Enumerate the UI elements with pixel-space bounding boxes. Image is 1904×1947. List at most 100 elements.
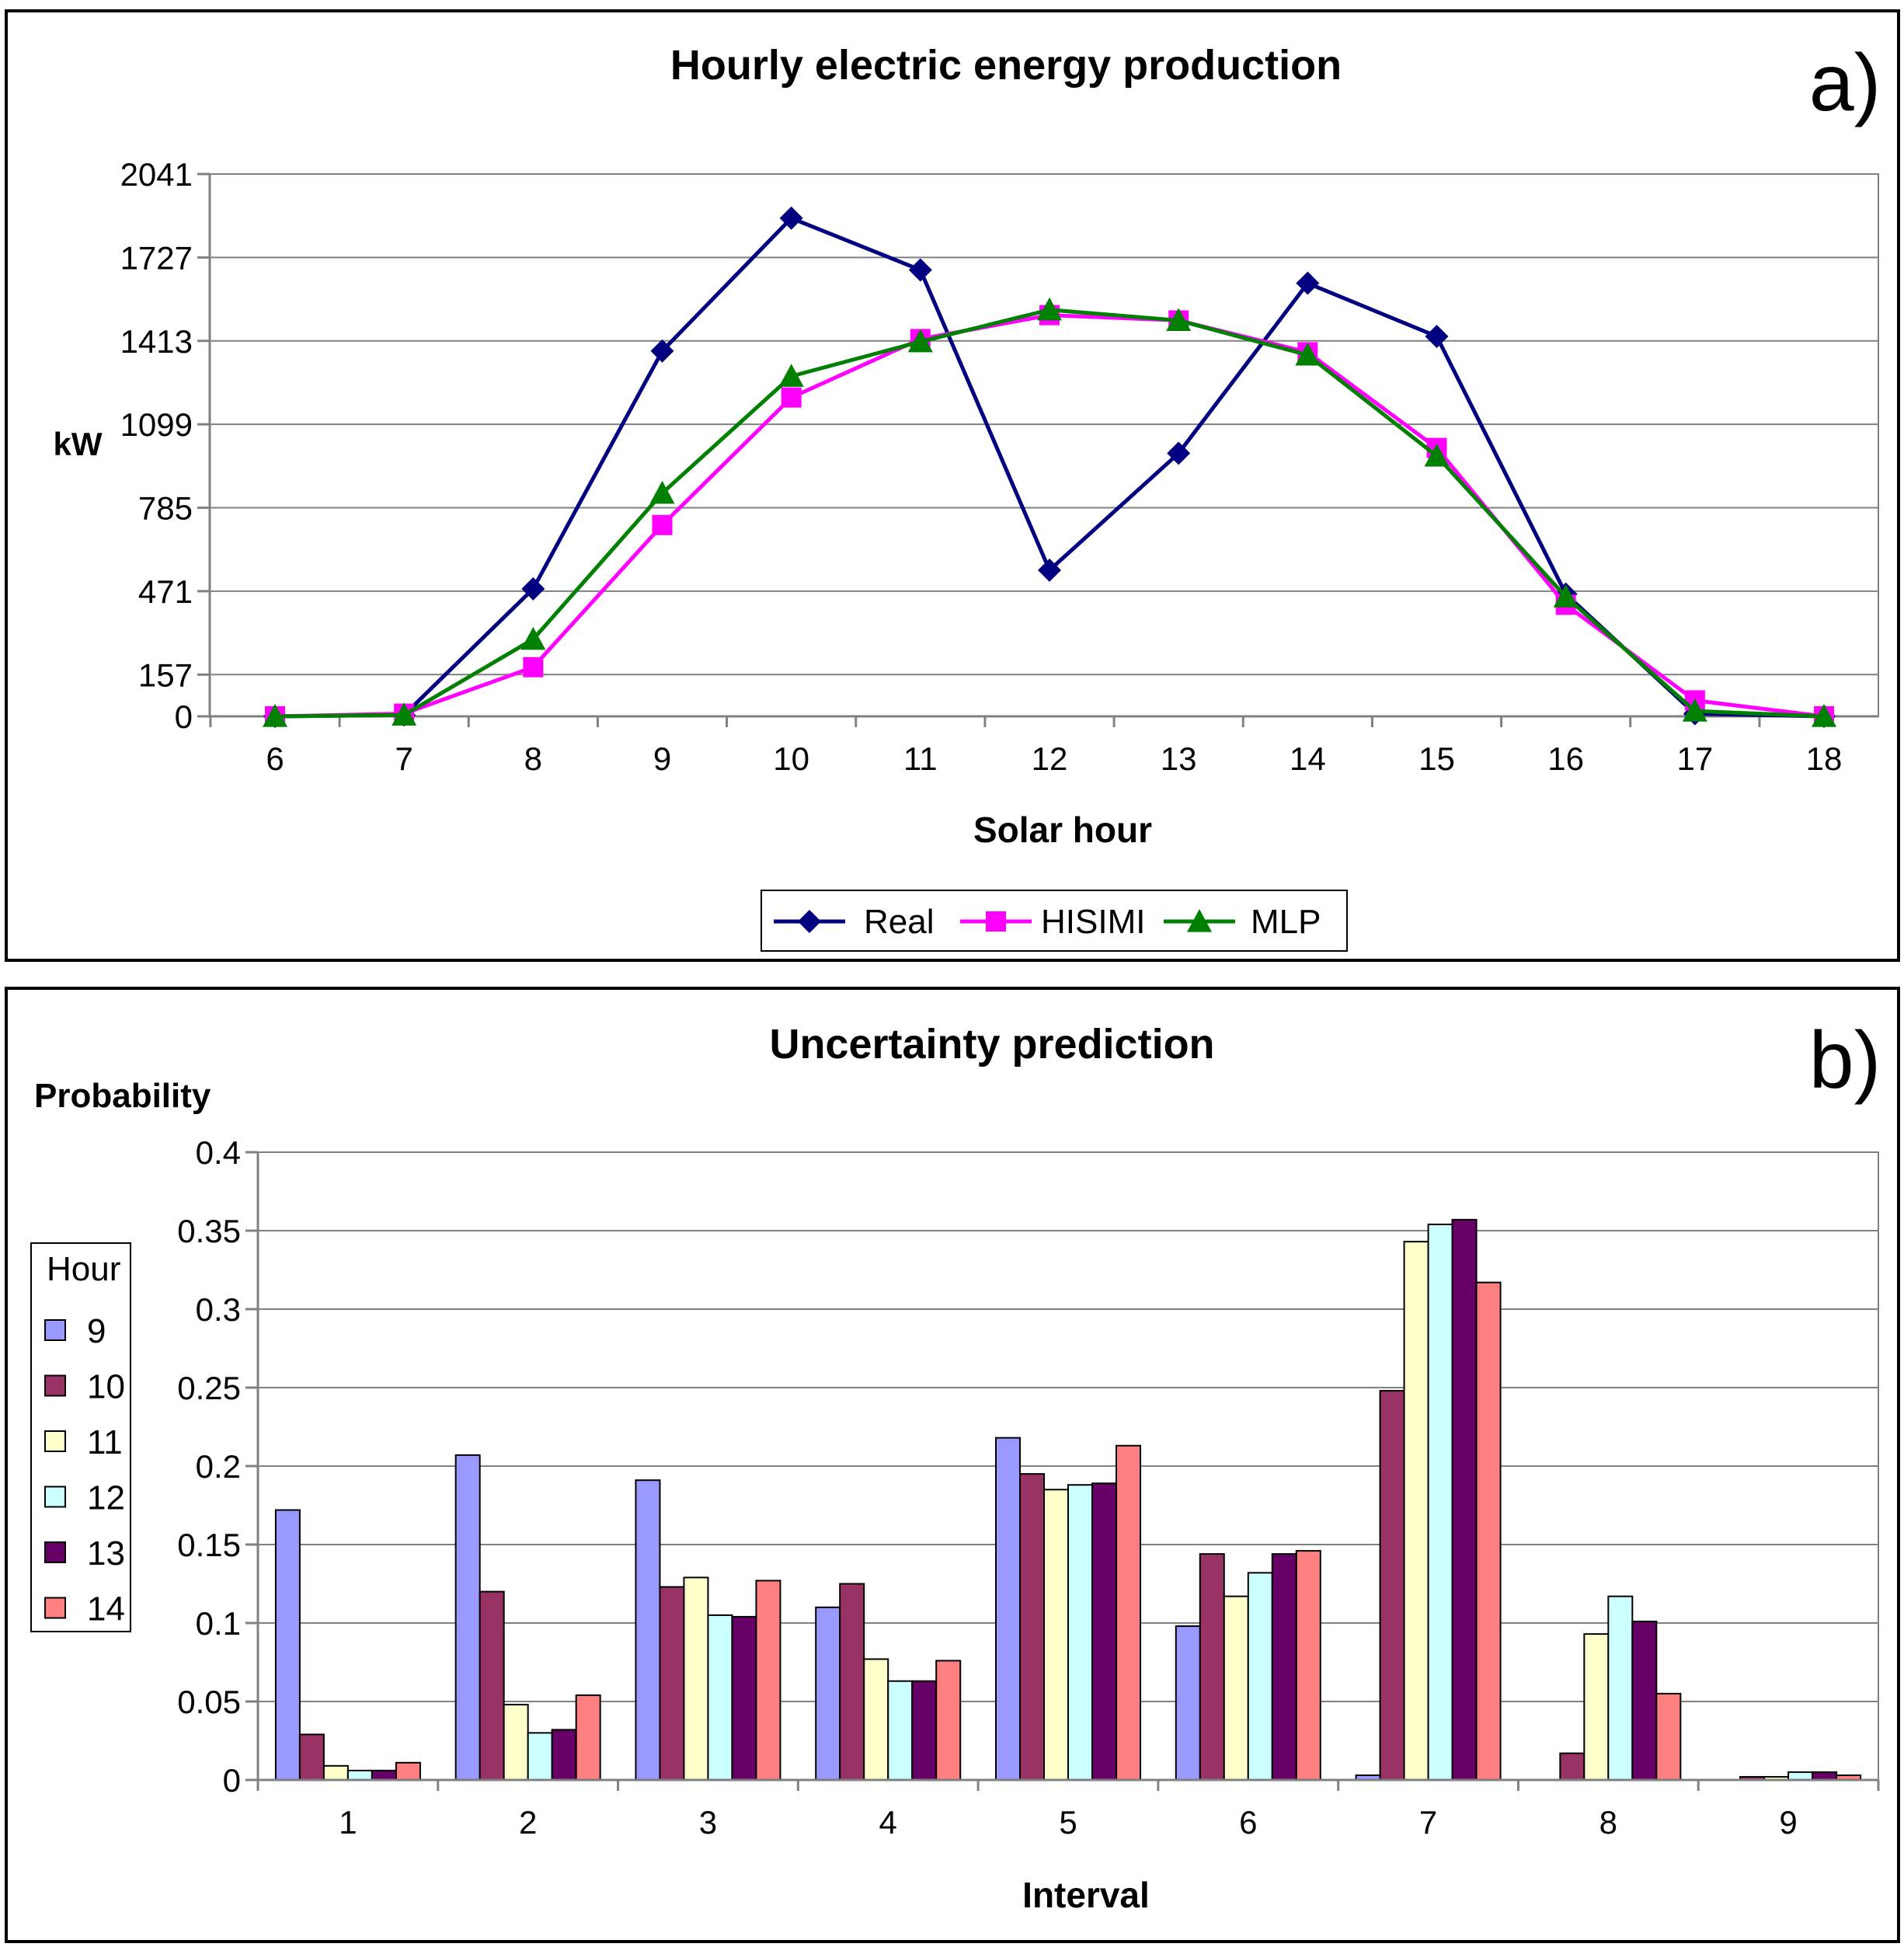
series-hisimi-point-10 [781, 387, 802, 408]
chart-b-axes [256, 1152, 1878, 1782]
y-tick-a-label-471: 471 [138, 573, 193, 610]
legend-b-swatch-11 [44, 1430, 66, 1452]
y-tick-a-label-2041: 2041 [120, 156, 193, 193]
bar-interval-3-hour-13 [731, 1615, 757, 1781]
chart-b-ylabel: Probability [34, 1077, 211, 1115]
legend-b-label-13: 13 [87, 1534, 125, 1573]
chart-b-legend: Hour 9 10 11 12 13 14 [30, 1242, 131, 1632]
chart-b-title: Uncertainty prediction [769, 1021, 1214, 1068]
chart-a-title: Hourly electric energy production [670, 42, 1342, 89]
series-real-point-8 [521, 576, 545, 601]
bar-interval-4-hour-12 [887, 1680, 914, 1781]
series-mlp-point-14 [1295, 342, 1321, 366]
bar-interval-4-hour-9 [815, 1606, 841, 1782]
panel-a-label: a) [1809, 38, 1881, 128]
series-real-point-12 [1038, 558, 1061, 582]
y-tick-b-label-0.4: 0.4 [196, 1134, 241, 1171]
bar-interval-4-hour-11 [863, 1658, 889, 1781]
series-mlp-point-11 [907, 329, 933, 353]
series-mlp-point-8 [520, 626, 546, 650]
series-mlp-point-7 [392, 702, 417, 726]
bar-interval-1-hour-13 [371, 1769, 397, 1781]
bar-interval-6-hour-13 [1271, 1553, 1297, 1781]
legend-a-items: Real HISIMI MLP [774, 903, 1321, 941]
bar-interval-5-hour-12 [1067, 1484, 1093, 1781]
chart-b-bars [274, 1218, 1862, 1782]
x-tick-b-label-7: 7 [1419, 1804, 1437, 1841]
bar-interval-6-hour-9 [1175, 1625, 1201, 1782]
x-tick-b-label-9: 9 [1779, 1804, 1797, 1841]
bar-interval-3-hour-9 [635, 1479, 661, 1782]
bar-interval-1-hour-10 [298, 1733, 325, 1781]
legend-a-marker-real [798, 910, 821, 933]
x-tick-a-label-8: 8 [524, 740, 542, 777]
series-real-point-15 [1425, 324, 1449, 348]
y-tick-b-label-0.15: 0.15 [177, 1527, 241, 1563]
x-tick-a-label-12: 12 [1032, 740, 1068, 777]
series-mlp-point-18 [1812, 704, 1836, 727]
series-mlp-point-16 [1553, 584, 1579, 608]
chart-a-series [263, 206, 1836, 728]
bar-interval-3-hour-14 [755, 1580, 781, 1781]
chart-a-axes [208, 174, 1878, 718]
bar-interval-2-hour-12 [527, 1732, 553, 1781]
series-real-point-10 [779, 206, 803, 230]
x-tick-b-label-4: 4 [879, 1804, 897, 1841]
series-mlp-point-10 [778, 364, 804, 387]
x-tick-a-label-14: 14 [1290, 740, 1326, 777]
bar-interval-3-hour-11 [683, 1576, 709, 1782]
legend-a-marker-mlp [1187, 909, 1212, 932]
bar-interval-5-hour-11 [1043, 1489, 1069, 1782]
y-tick-a-label-157: 157 [138, 657, 193, 693]
chart-b-y-ticks: 0 0.05 0.1 0.15 0.2 0.25 0.3 0.35 0.4 [177, 1134, 258, 1799]
bar-interval-8-hour-13 [1631, 1620, 1658, 1781]
legend-b-title: Hour [47, 1250, 120, 1288]
x-tick-a-label-7: 7 [395, 740, 412, 777]
bar-interval-2-hour-10 [479, 1590, 505, 1782]
x-tick-a-label-11: 11 [903, 740, 938, 777]
legend-b-label-9: 9 [87, 1312, 106, 1350]
bar-interval-6-hour-12 [1247, 1572, 1273, 1781]
x-tick-b-label-8: 8 [1599, 1804, 1617, 1841]
bar-interval-7-hour-10 [1379, 1390, 1405, 1782]
bar-interval-5-hour-9 [995, 1437, 1021, 1781]
legend-a-marker-hisimi [986, 911, 1006, 932]
legend-b-label-14: 14 [87, 1590, 125, 1628]
y-tick-b-label-0.35: 0.35 [177, 1213, 241, 1249]
series-real-point-13 [1167, 441, 1191, 465]
chart-a-ylabel: kW [54, 426, 103, 462]
y-tick-a-label-785: 785 [138, 490, 193, 527]
bar-interval-6-hour-11 [1223, 1595, 1249, 1781]
bar-interval-5-hour-10 [1019, 1473, 1045, 1781]
bar-interval-6-hour-14 [1295, 1550, 1321, 1781]
legend-b-label-10: 10 [87, 1368, 125, 1406]
chart-a-legend: Real HISIMI MLP [761, 890, 1348, 952]
chart-a-xlabel: Solar hour [973, 810, 1152, 850]
x-tick-a-label-6: 6 [266, 740, 284, 777]
chart-a-y-ticks: 0 157 471 785 1099 1413 1727 2041 [120, 156, 210, 735]
y-tick-b-label-0.1: 0.1 [196, 1605, 241, 1642]
bar-interval-4-hour-14 [935, 1660, 962, 1781]
chart-a-plot-area [209, 173, 1879, 717]
bar-interval-1-hour-12 [346, 1769, 373, 1781]
bar-interval-4-hour-10 [839, 1583, 865, 1781]
x-tick-a-label-9: 9 [653, 740, 671, 777]
chart-b-x-ticks: 1 2 3 4 5 6 7 8 9 [256, 1780, 1880, 1841]
bar-interval-8-hour-10 [1559, 1752, 1586, 1781]
bar-interval-1-hour-11 [322, 1764, 349, 1782]
series-mlp-point-6 [263, 704, 287, 727]
series-mlp-point-12 [1037, 297, 1062, 321]
legend-b-label-12: 12 [87, 1479, 125, 1517]
legend-a-box [761, 890, 1348, 952]
series-mlp-point-17 [1682, 698, 1707, 722]
x-tick-b-label-2: 2 [519, 1804, 537, 1841]
legend-b-swatch-12 [44, 1486, 66, 1508]
series-hisimi-point-8 [523, 657, 544, 677]
y-tick-b-label-0: 0 [223, 1762, 241, 1799]
series-mlp-point-13 [1166, 308, 1192, 332]
x-tick-b-label-1: 1 [339, 1804, 357, 1841]
series-hisimi-point-9 [652, 514, 673, 535]
bar-interval-2-hour-14 [575, 1694, 601, 1781]
bar-interval-7-hour-12 [1427, 1223, 1453, 1782]
bar-interval-4-hour-13 [911, 1680, 938, 1781]
